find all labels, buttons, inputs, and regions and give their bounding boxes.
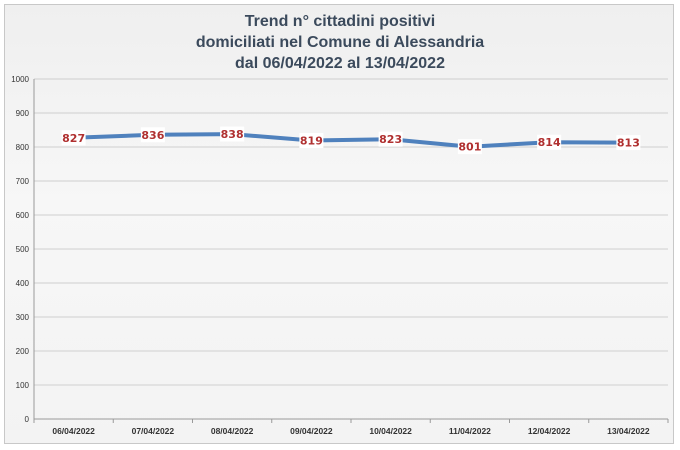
data-label: 823 (379, 133, 402, 146)
y-tick-label: 500 (16, 245, 30, 254)
data-label-box (378, 131, 403, 147)
x-tick-label: 12/04/2022 (528, 426, 571, 436)
data-label: 838 (221, 128, 244, 141)
data-label-box (140, 127, 165, 143)
y-tick-label: 1000 (11, 75, 29, 84)
x-tick-label: 10/04/2022 (369, 426, 412, 436)
x-tick-label: 08/04/2022 (211, 426, 254, 436)
data-label: 836 (141, 129, 164, 142)
chart-title-line-2: domiciliati nel Comune di Alessandria (195, 34, 485, 51)
data-label-box (61, 130, 86, 146)
y-tick-label: 0 (25, 415, 30, 424)
y-tick-label: 600 (16, 211, 30, 220)
y-tick-label: 900 (16, 109, 30, 118)
x-tick-label: 06/04/2022 (52, 426, 95, 436)
chart-frame: Trend n° cittadini positivi domiciliati … (4, 4, 674, 444)
data-label: 801 (458, 141, 481, 154)
x-tick-label: 13/04/2022 (607, 426, 650, 436)
data-label: 827 (62, 132, 85, 145)
data-label-box (457, 139, 482, 155)
y-tick-label: 100 (16, 381, 30, 390)
data-label-box (220, 126, 245, 142)
chart-title: Trend n° cittadini positivi domiciliati … (5, 11, 675, 74)
y-tick-label: 200 (16, 347, 30, 356)
data-label: 813 (617, 137, 640, 150)
chart-title-line-3: dal 06/04/2022 al 13/04/2022 (235, 55, 445, 72)
data-label-box (616, 135, 641, 151)
series-line (71, 132, 631, 149)
data-label-box (299, 133, 324, 149)
data-label: 819 (300, 135, 323, 148)
data-label: 814 (538, 136, 561, 149)
y-tick-label: 800 (16, 143, 30, 152)
y-tick-label: 400 (16, 279, 30, 288)
y-tick-label: 700 (16, 177, 30, 186)
x-tick-label: 11/04/2022 (449, 426, 491, 436)
data-label-box (537, 134, 562, 150)
chart-title-line-1: Trend n° cittadini positivi (244, 13, 436, 30)
y-tick-label: 300 (16, 313, 30, 322)
x-tick-label: 09/04/2022 (290, 426, 333, 436)
x-tick-label: 07/04/2022 (132, 426, 175, 436)
